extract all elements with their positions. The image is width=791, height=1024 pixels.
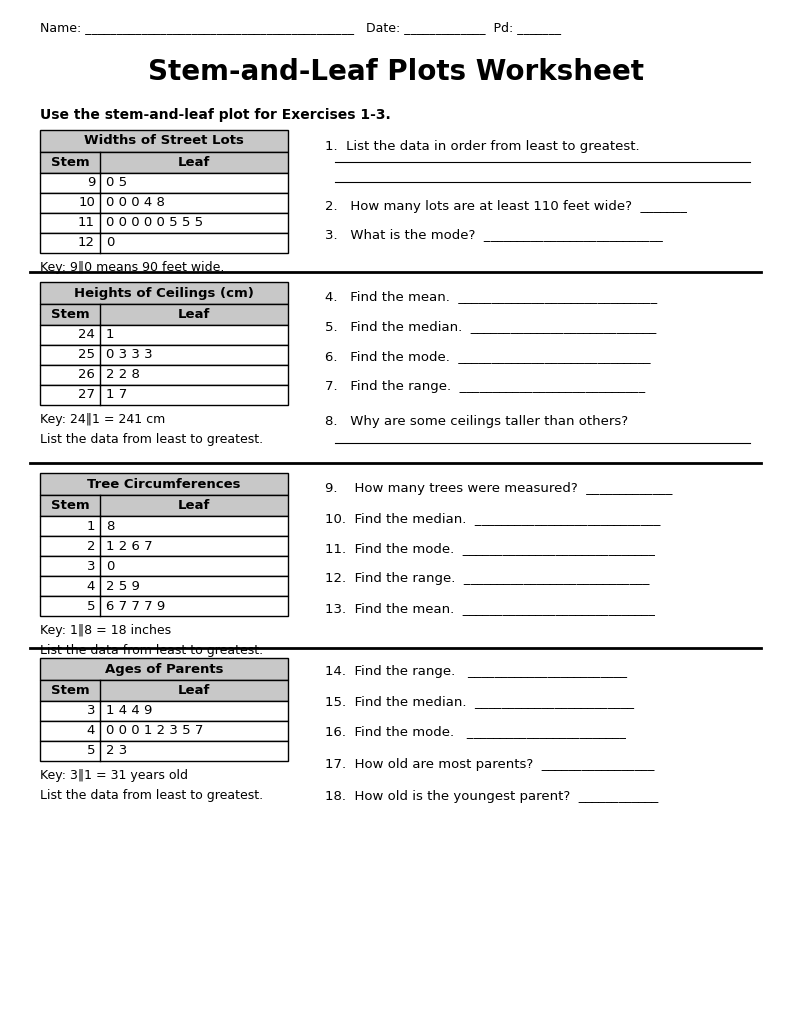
Text: 1.  List the data in order from least to greatest.: 1. List the data in order from least to … <box>325 140 640 153</box>
Bar <box>40 213 288 233</box>
Bar <box>40 536 288 556</box>
Text: 15.  Find the median.  ________________________: 15. Find the median. ___________________… <box>325 695 634 708</box>
Text: Stem: Stem <box>51 499 89 512</box>
Bar <box>40 495 288 516</box>
Text: 14.  Find the range.   ________________________: 14. Find the range. ____________________… <box>325 665 627 678</box>
Text: 16.  Find the mode.   ________________________: 16. Find the mode. _____________________… <box>325 725 626 738</box>
Text: 5: 5 <box>86 744 95 758</box>
Text: 2 5 9: 2 5 9 <box>106 580 140 593</box>
Text: 2 2 8: 2 2 8 <box>106 369 140 382</box>
Text: 1: 1 <box>86 519 95 532</box>
Text: 12: 12 <box>78 237 95 250</box>
Bar <box>40 658 288 680</box>
Text: 1 7: 1 7 <box>106 388 127 401</box>
Text: 4: 4 <box>87 580 95 593</box>
Bar <box>40 596 288 616</box>
Text: 0 5: 0 5 <box>106 176 127 189</box>
Text: 4: 4 <box>87 725 95 737</box>
Text: 5: 5 <box>86 599 95 612</box>
Bar <box>40 721 288 741</box>
Bar <box>40 282 288 304</box>
Text: 1 4 4 9: 1 4 4 9 <box>106 705 153 718</box>
Bar <box>40 680 288 701</box>
Bar <box>40 385 288 406</box>
Bar <box>40 701 288 721</box>
Text: 18.  How old is the youngest parent?  ____________: 18. How old is the youngest parent? ____… <box>325 790 658 803</box>
Text: 1 2 6 7: 1 2 6 7 <box>106 540 153 553</box>
Text: Stem: Stem <box>51 156 89 169</box>
Text: Stem-and-Leaf Plots Worksheet: Stem-and-Leaf Plots Worksheet <box>147 58 644 86</box>
Text: 0 0 0 0 0 5 5 5: 0 0 0 0 0 5 5 5 <box>106 216 203 229</box>
Text: 6 7 7 7 9: 6 7 7 7 9 <box>106 599 165 612</box>
Text: 24: 24 <box>78 329 95 341</box>
Text: 17.  How old are most parents?  _________________: 17. How old are most parents? __________… <box>325 758 654 771</box>
Text: Stem: Stem <box>51 308 89 321</box>
Text: 5.   Find the median.  ____________________________: 5. Find the median. ____________________… <box>325 319 657 333</box>
Bar <box>40 233 288 253</box>
Text: List the data from least to greatest.: List the data from least to greatest. <box>40 433 263 446</box>
Text: 10: 10 <box>78 197 95 210</box>
Text: Heights of Ceilings (cm): Heights of Ceilings (cm) <box>74 287 254 299</box>
Text: Key: 3‖1 = 31 years old: Key: 3‖1 = 31 years old <box>40 769 188 782</box>
Text: 11.  Find the mode.  _____________________________: 11. Find the mode. _____________________… <box>325 542 655 555</box>
Text: 9: 9 <box>87 176 95 189</box>
Text: Leaf: Leaf <box>178 156 210 169</box>
Bar <box>40 173 288 193</box>
Text: 26: 26 <box>78 369 95 382</box>
Bar <box>40 473 288 495</box>
Text: Key: 1‖8 = 18 inches: Key: 1‖8 = 18 inches <box>40 624 171 637</box>
Bar <box>40 556 288 575</box>
Text: 8: 8 <box>106 519 115 532</box>
Text: 25: 25 <box>78 348 95 361</box>
Text: 0: 0 <box>106 237 115 250</box>
Text: 0: 0 <box>106 559 115 572</box>
Text: 11: 11 <box>78 216 95 229</box>
Bar <box>40 130 288 152</box>
Text: 9.    How many trees were measured?  _____________: 9. How many trees were measured? _______… <box>325 482 672 495</box>
Text: Use the stem-and-leaf plot for Exercises 1-3.: Use the stem-and-leaf plot for Exercises… <box>40 108 391 122</box>
Text: List the data from least to greatest.: List the data from least to greatest. <box>40 644 263 657</box>
Text: 3: 3 <box>86 705 95 718</box>
Text: 0 3 3 3: 0 3 3 3 <box>106 348 153 361</box>
Text: 12.  Find the range.  ____________________________: 12. Find the range. ____________________… <box>325 572 649 585</box>
Bar <box>40 516 288 536</box>
Bar <box>40 304 288 325</box>
Bar <box>40 345 288 365</box>
Text: 2.   How many lots are at least 110 feet wide?  _______: 2. How many lots are at least 110 feet w… <box>325 200 687 213</box>
Bar <box>40 365 288 385</box>
Bar <box>40 193 288 213</box>
Text: Widths of Street Lots: Widths of Street Lots <box>84 134 244 147</box>
Text: Stem: Stem <box>51 684 89 697</box>
Text: 7.   Find the range.  ____________________________: 7. Find the range. _____________________… <box>325 380 645 393</box>
Text: 2: 2 <box>86 540 95 553</box>
Text: 13.  Find the mean.  _____________________________: 13. Find the mean. _____________________… <box>325 602 655 615</box>
Text: Leaf: Leaf <box>178 684 210 697</box>
Text: Ages of Parents: Ages of Parents <box>104 663 223 676</box>
Text: Name: ___________________________________________   Date: _____________  Pd: ___: Name: __________________________________… <box>40 22 561 35</box>
Text: 1: 1 <box>106 329 115 341</box>
Text: 6.   Find the mode.  _____________________________: 6. Find the mode. ______________________… <box>325 350 650 362</box>
Bar <box>40 741 288 761</box>
Bar <box>40 575 288 596</box>
Text: 3.   What is the mode?  ___________________________: 3. What is the mode? ___________________… <box>325 228 663 241</box>
Text: Leaf: Leaf <box>178 499 210 512</box>
Text: 0 0 0 4 8: 0 0 0 4 8 <box>106 197 165 210</box>
Text: 8.   Why are some ceilings taller than others?: 8. Why are some ceilings taller than oth… <box>325 415 628 428</box>
Text: Tree Circumferences: Tree Circumferences <box>87 477 240 490</box>
Text: 4.   Find the mean.  ______________________________: 4. Find the mean. ______________________… <box>325 290 657 303</box>
Bar <box>40 325 288 345</box>
Text: Key: 9‖0 means 90 feet wide.: Key: 9‖0 means 90 feet wide. <box>40 261 225 274</box>
Text: 3: 3 <box>86 559 95 572</box>
Text: 0 0 0 1 2 3 5 7: 0 0 0 1 2 3 5 7 <box>106 725 203 737</box>
Text: List the data from least to greatest.: List the data from least to greatest. <box>40 790 263 802</box>
Text: Leaf: Leaf <box>178 308 210 321</box>
Text: Key: 24‖1 = 241 cm: Key: 24‖1 = 241 cm <box>40 413 165 426</box>
Text: 27: 27 <box>78 388 95 401</box>
Text: 2 3: 2 3 <box>106 744 127 758</box>
Text: 10.  Find the median.  ____________________________: 10. Find the median. ___________________… <box>325 512 660 525</box>
Bar <box>40 152 288 173</box>
